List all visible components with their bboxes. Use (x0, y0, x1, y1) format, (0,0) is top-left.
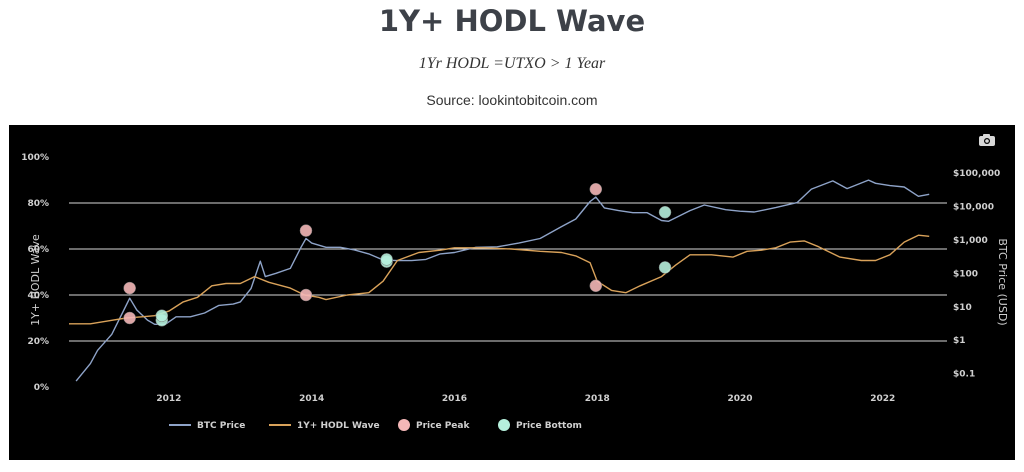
legend-label: BTC Price (197, 421, 245, 431)
y-right-tick-label: $10 (953, 303, 972, 313)
btc-price-line (75, 179, 930, 382)
y-right-axis-title: BTC Price (USD) (996, 238, 1009, 325)
price-peak-marker (123, 281, 136, 295)
x-tick-label: 2014 (299, 394, 324, 404)
y-left-tick-label: 0% (34, 383, 49, 393)
x-tick-label: 2016 (442, 394, 467, 404)
y-left-tick-label: 20% (27, 337, 49, 347)
y-left-tick-label: 80% (27, 199, 49, 209)
x-tick-label: 2012 (156, 394, 181, 404)
x-tick-label: 2020 (727, 394, 752, 404)
price-bottom-marker (380, 253, 393, 266)
x-tick-label: 2022 (870, 394, 895, 404)
chart-title: 1Y+ HODL Wave (378, 4, 646, 38)
price-bottom-marker (658, 261, 672, 274)
y-left-tick-label: 100% (21, 153, 49, 163)
chart-source: Source: lookintobitcoin.com (426, 92, 598, 108)
hodl-wave-line (69, 234, 930, 325)
y-left-tick-label: 40% (27, 291, 49, 301)
y-right-tick-label: $1,000 (953, 236, 988, 246)
price-peak-marker (299, 288, 313, 302)
price-peak-marker (123, 311, 136, 325)
chart-panel[interactable]: 0% 20% 40% 60% 80% 100% $0.1 $1 $10 $100 $1,000 $10… (9, 125, 1015, 460)
y-right-tick-label: $100,000 (953, 169, 1000, 179)
price-peak-marker (589, 182, 603, 196)
legend-swatch (498, 419, 510, 431)
price-bottom-marker (658, 205, 672, 219)
legend-label: 1Y+ HODL Wave (297, 421, 380, 431)
legend-label: Price Bottom (516, 421, 582, 431)
y-left-tick-label: 60% (27, 245, 49, 255)
hodl-wave-chart[interactable]: 0% 20% 40% 60% 80% 100% $0.1 $1 $10 $100 $1,000 $10… (9, 125, 1015, 460)
y-right-tick-label: $10,000 (953, 202, 994, 212)
y-right-tick-label: $1 (953, 336, 966, 346)
y-left-axis-title: 1Y+ HODL Wave (29, 234, 42, 326)
camera-icon[interactable] (978, 133, 996, 147)
price-peak-marker (589, 279, 603, 293)
price-bottom-marker (155, 309, 169, 322)
chart-subtitle: 1Yr HODL =UTXO > 1 Year (418, 55, 606, 72)
y-right-tick-label: $0.1 (953, 370, 975, 380)
legend-label: Price Peak (416, 421, 470, 431)
price-peak-marker (299, 224, 313, 237)
legend-swatch (398, 419, 410, 431)
y-right-tick-label: $100 (953, 269, 978, 279)
x-tick-label: 2018 (585, 394, 610, 404)
